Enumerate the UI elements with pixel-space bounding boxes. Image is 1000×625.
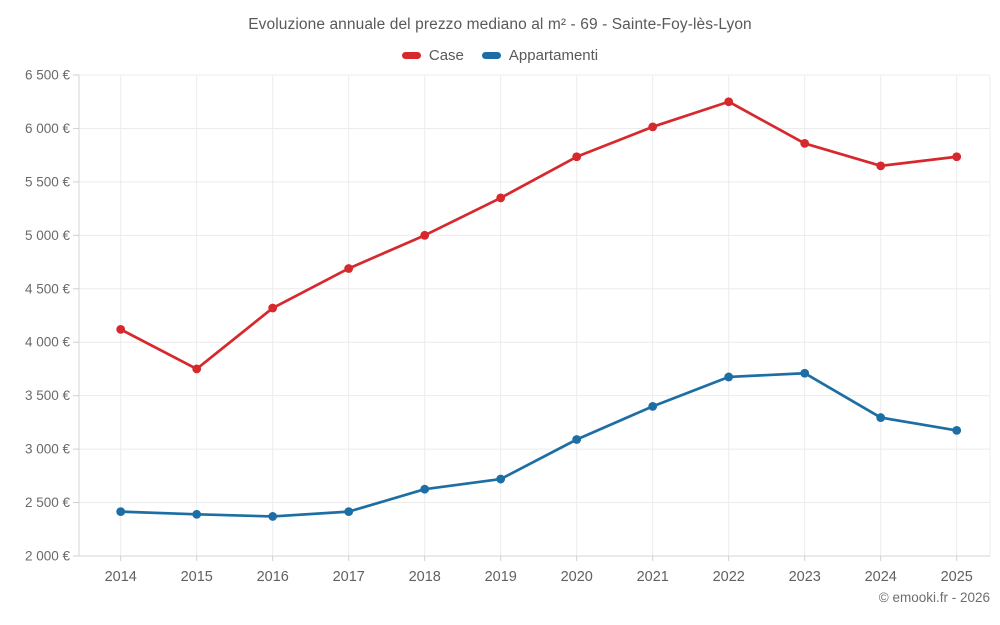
- data-point-appartamenti-2015[interactable]: [192, 509, 202, 519]
- y-tick-label: 4 000 €: [25, 335, 71, 350]
- x-tick-label: 2018: [409, 569, 441, 585]
- y-tick-label: 3 000 €: [25, 442, 71, 457]
- y-tick-label: 5 500 €: [25, 174, 71, 189]
- legend-swatch-appartamenti: [481, 51, 501, 59]
- data-point-case-2022[interactable]: [724, 97, 734, 107]
- data-point-case-2025[interactable]: [952, 152, 962, 162]
- data-point-appartamenti-2021[interactable]: [648, 401, 658, 411]
- copyright-text: © emooki.fr - 2026: [878, 590, 990, 605]
- data-point-appartamenti-2018[interactable]: [420, 484, 430, 494]
- x-tick-label: 2017: [333, 569, 365, 585]
- y-tick-label: 2 000 €: [25, 549, 71, 564]
- x-tick-label: 2025: [941, 569, 973, 585]
- y-tick-label: 3 500 €: [25, 388, 71, 403]
- y-tick-label: 2 500 €: [25, 495, 71, 510]
- data-point-appartamenti-2016[interactable]: [268, 512, 278, 521]
- data-point-case-2016[interactable]: [268, 303, 278, 313]
- data-point-case-2020[interactable]: [572, 152, 582, 162]
- y-tick-label: 6 000 €: [25, 121, 71, 136]
- series-line-case: [119, 100, 959, 371]
- data-point-appartamenti-2023[interactable]: [800, 368, 810, 378]
- data-point-appartamenti-2017[interactable]: [344, 507, 354, 517]
- legend-item-case[interactable]: Case: [401, 46, 464, 64]
- series-line-appartamenti: [119, 371, 959, 518]
- data-point-case-2015[interactable]: [192, 364, 202, 374]
- data-point-case-2021[interactable]: [648, 122, 658, 132]
- legend-item-appartamenti[interactable]: Appartamenti: [481, 46, 599, 64]
- data-point-appartamenti-2022[interactable]: [724, 372, 734, 382]
- legend-label: Appartamenti: [508, 46, 599, 64]
- x-tick-label: 2016: [257, 569, 289, 585]
- data-point-case-2019[interactable]: [496, 193, 506, 203]
- data-point-appartamenti-2020[interactable]: [572, 435, 582, 444]
- data-point-case-2023[interactable]: [800, 139, 810, 148]
- x-tick-label: 2014: [105, 569, 137, 585]
- data-point-case-2024[interactable]: [876, 161, 886, 171]
- data-point-appartamenti-2014[interactable]: [116, 507, 126, 517]
- data-point-case-2014[interactable]: [116, 324, 126, 334]
- data-point-appartamenti-2025[interactable]: [952, 426, 962, 435]
- x-tick-label: 2023: [789, 569, 821, 585]
- data-point-case-2017[interactable]: [344, 264, 354, 273]
- data-point-case-2018[interactable]: [420, 230, 430, 240]
- legend-label: Case: [428, 46, 464, 64]
- legend-swatch-case: [401, 51, 421, 59]
- data-point-appartamenti-2024[interactable]: [876, 413, 886, 422]
- x-tick-label: 2015: [181, 569, 213, 585]
- x-tick-label: 2022: [713, 569, 745, 585]
- x-tick-label: 2024: [865, 569, 897, 585]
- y-tick-label: 6 500 €: [25, 68, 71, 83]
- chart-legend: Case Appartamenti: [0, 46, 1000, 64]
- x-tick-label: 2021: [637, 569, 669, 585]
- y-tick-label: 5 000 €: [25, 228, 71, 243]
- y-tick-label: 4 500 €: [25, 281, 71, 296]
- chart-title: Evoluzione annuale del prezzo mediano al…: [248, 16, 752, 33]
- x-tick-label: 2020: [561, 569, 593, 585]
- x-tick-label: 2019: [485, 569, 517, 585]
- data-point-appartamenti-2019[interactable]: [496, 474, 506, 484]
